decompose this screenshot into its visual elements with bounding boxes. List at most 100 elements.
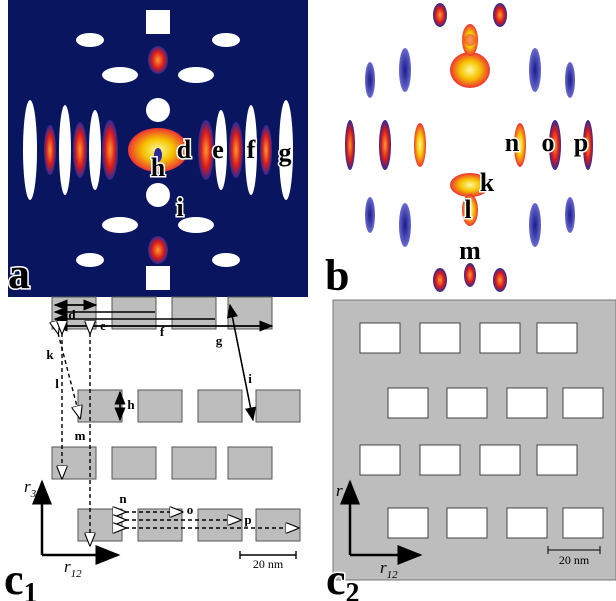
annotation: n bbox=[505, 128, 520, 157]
lattice-cells bbox=[255, 508, 301, 542]
lattice-cells bbox=[536, 444, 578, 476]
panel-b-map bbox=[583, 120, 593, 170]
lattice-cells bbox=[446, 507, 488, 539]
lattice-cells bbox=[479, 444, 521, 476]
annotation: m bbox=[75, 428, 86, 443]
annotation: i bbox=[248, 371, 252, 386]
panel-a-map bbox=[146, 10, 170, 34]
lattice-cells bbox=[387, 387, 429, 419]
vectors bbox=[547, 546, 601, 554]
panel-subscript: 2 bbox=[346, 578, 360, 601]
lattice-cells bbox=[111, 446, 157, 480]
panel-a-map bbox=[73, 122, 87, 178]
panel-a-map bbox=[198, 120, 214, 180]
panel-b-map bbox=[399, 203, 411, 247]
lattice-cells bbox=[562, 387, 604, 419]
vectors bbox=[340, 479, 601, 565]
lattice-cells bbox=[171, 446, 217, 480]
panel-a-map bbox=[146, 183, 170, 207]
panel-label: b bbox=[325, 251, 349, 300]
panel-a-map bbox=[89, 110, 101, 190]
panel-b-map bbox=[433, 3, 447, 27]
annotation: f bbox=[160, 324, 165, 339]
panel-a-map bbox=[215, 110, 227, 190]
annotation: d bbox=[68, 307, 76, 322]
axis-symbol: r bbox=[24, 477, 31, 496]
panel-b-map bbox=[565, 62, 575, 98]
axis-subscript: 3 bbox=[342, 492, 349, 504]
panel-b-map bbox=[493, 3, 507, 27]
annotation: h bbox=[127, 397, 135, 412]
panel-letter: c bbox=[326, 555, 346, 601]
lattice-cells bbox=[227, 446, 273, 480]
panel-b-map bbox=[565, 197, 575, 233]
panel-a-map bbox=[102, 67, 138, 83]
panel-a-map bbox=[146, 98, 170, 122]
lattice-cells bbox=[359, 444, 401, 476]
panel-b-map bbox=[365, 62, 375, 98]
annotation: e bbox=[212, 135, 224, 164]
figure: n o p k l m b bbox=[324, 126, 590, 301]
panel-a-map bbox=[148, 46, 168, 74]
panel-b-map bbox=[529, 203, 541, 247]
annotation: e bbox=[100, 318, 106, 333]
panel-b-map bbox=[450, 173, 490, 197]
lattice-cells bbox=[137, 389, 183, 423]
panel-label: c2 bbox=[326, 555, 360, 601]
annotation: k bbox=[46, 347, 54, 362]
panel-b-map bbox=[464, 263, 476, 287]
lattice-cells bbox=[77, 508, 123, 542]
axis-label: r12 bbox=[64, 557, 82, 580]
panel-a-map bbox=[148, 236, 168, 264]
lattice-cells bbox=[419, 444, 461, 476]
panel-b-map bbox=[493, 268, 507, 292]
panel-b-map bbox=[379, 120, 391, 170]
panel-a-map bbox=[154, 148, 162, 162]
lattice-cells bbox=[197, 508, 243, 542]
panel-b-map bbox=[365, 197, 375, 233]
panel-a-map bbox=[279, 100, 293, 200]
annotation: f bbox=[247, 135, 256, 164]
axis-symbol: r bbox=[64, 557, 71, 576]
vectors bbox=[32, 299, 298, 565]
lattice-cells bbox=[227, 296, 273, 330]
scale-bar-label: 20 nm bbox=[559, 553, 590, 567]
lattice-cells bbox=[536, 322, 578, 354]
axis-subscript: 12 bbox=[387, 569, 399, 581]
panel-a-map bbox=[212, 33, 240, 47]
axis-subscript: 12 bbox=[71, 568, 83, 580]
panel-a-map bbox=[245, 105, 257, 195]
lattice-cells bbox=[506, 387, 548, 419]
panel-a-map bbox=[178, 217, 214, 233]
panel-label: c1 bbox=[4, 555, 38, 601]
lattice-cells bbox=[255, 389, 301, 423]
panel-a-map bbox=[146, 266, 170, 290]
annotation: i bbox=[176, 193, 183, 222]
lattice-cells bbox=[332, 299, 616, 581]
figure: d e f g i k l h m n o p r3 r12 20 nm c1 bbox=[3, 307, 284, 601]
annotation: g bbox=[279, 138, 292, 167]
panel-b-map bbox=[318, 0, 616, 297]
panel-b-map bbox=[464, 34, 476, 46]
panel-b-map bbox=[399, 48, 411, 92]
panel-a-map bbox=[178, 67, 214, 83]
panel-label: a bbox=[8, 249, 30, 298]
panel-a-map bbox=[8, 0, 308, 297]
panel-a-map bbox=[59, 105, 71, 195]
panel-a-map bbox=[212, 253, 240, 267]
scale-bar-label: 20 nm bbox=[253, 557, 284, 571]
panel-a-map bbox=[229, 122, 243, 178]
panel-a-map bbox=[102, 120, 118, 180]
panel-b-map bbox=[529, 48, 541, 92]
panel-b-map bbox=[462, 194, 478, 226]
lattice-cells bbox=[506, 507, 548, 539]
lattice-cells bbox=[479, 322, 521, 354]
lattice-cells bbox=[419, 322, 461, 354]
annotation: g bbox=[216, 333, 223, 348]
lattice-cells bbox=[562, 507, 604, 539]
annotation: p bbox=[244, 512, 251, 527]
annotation: o bbox=[542, 128, 555, 157]
lattice-cells bbox=[197, 389, 243, 423]
lattice-cells bbox=[51, 296, 301, 542]
